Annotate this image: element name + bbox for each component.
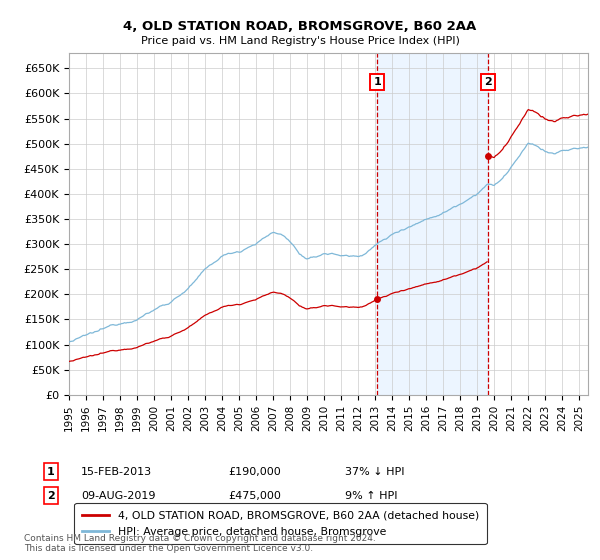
Text: 9% ↑ HPI: 9% ↑ HPI: [345, 491, 398, 501]
Bar: [377, 53, 488, 395]
Text: £190,000: £190,000: [228, 466, 281, 477]
Text: 2: 2: [484, 77, 491, 87]
Text: Price paid vs. HM Land Registry's House Price Index (HPI): Price paid vs. HM Land Registry's House …: [140, 36, 460, 46]
Text: 4, OLD STATION ROAD, BROMSGROVE, B60 2AA: 4, OLD STATION ROAD, BROMSGROVE, B60 2AA: [124, 20, 476, 32]
Text: 15-FEB-2013: 15-FEB-2013: [81, 466, 152, 477]
Text: 37% ↓ HPI: 37% ↓ HPI: [345, 466, 404, 477]
Text: 1: 1: [47, 466, 55, 477]
Text: 09-AUG-2019: 09-AUG-2019: [81, 491, 155, 501]
Text: 1: 1: [373, 77, 381, 87]
Text: £475,000: £475,000: [228, 491, 281, 501]
Text: Contains HM Land Registry data © Crown copyright and database right 2024.
This d: Contains HM Land Registry data © Crown c…: [24, 534, 376, 553]
Legend: 4, OLD STATION ROAD, BROMSGROVE, B60 2AA (detached house), HPI: Average price, d: 4, OLD STATION ROAD, BROMSGROVE, B60 2AA…: [74, 503, 487, 544]
Text: 2: 2: [47, 491, 55, 501]
